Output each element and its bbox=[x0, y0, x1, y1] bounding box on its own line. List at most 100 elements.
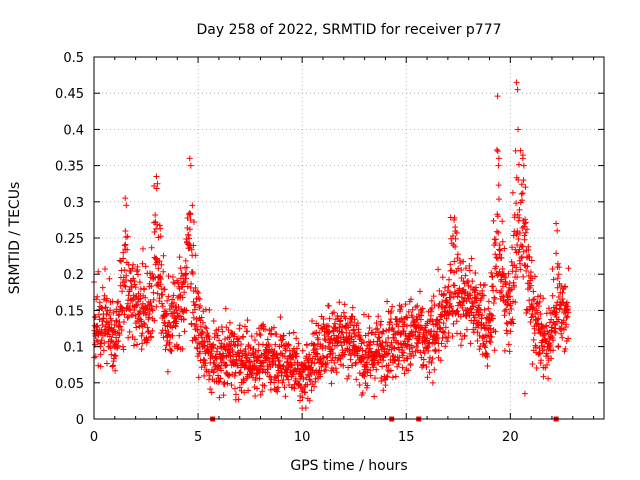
data-point bbox=[217, 375, 224, 382]
data-point bbox=[151, 182, 158, 189]
data-point bbox=[322, 337, 329, 344]
y-tick-label: 0.4 bbox=[63, 123, 84, 138]
data-point bbox=[521, 236, 528, 243]
data-point bbox=[495, 196, 502, 203]
data-point bbox=[522, 219, 529, 226]
data-point bbox=[361, 373, 368, 380]
data-point bbox=[186, 235, 193, 242]
data-point bbox=[123, 202, 130, 209]
y-tick-label: 0.2 bbox=[63, 268, 84, 283]
data-point bbox=[349, 304, 356, 311]
data-point bbox=[226, 334, 233, 341]
data-point bbox=[530, 288, 537, 295]
data-point bbox=[234, 342, 241, 349]
data-point bbox=[371, 375, 378, 382]
data-point bbox=[366, 325, 373, 332]
data-point bbox=[100, 347, 107, 354]
data-point bbox=[550, 347, 557, 354]
data-point bbox=[399, 364, 406, 371]
data-point bbox=[220, 392, 227, 399]
data-point bbox=[462, 272, 469, 279]
data-point bbox=[200, 356, 207, 363]
data-point bbox=[125, 313, 132, 320]
data-point bbox=[516, 206, 523, 213]
data-point bbox=[153, 259, 160, 266]
data-point bbox=[259, 341, 266, 348]
data-point bbox=[323, 354, 330, 361]
data-point bbox=[199, 329, 206, 336]
data-point bbox=[520, 162, 527, 169]
data-point bbox=[332, 365, 339, 372]
data-point bbox=[506, 293, 513, 300]
data-point bbox=[488, 269, 495, 276]
data-point bbox=[234, 362, 241, 369]
data-point bbox=[216, 394, 223, 401]
data-point bbox=[304, 342, 311, 349]
data-point bbox=[433, 335, 440, 342]
data-point bbox=[151, 219, 158, 226]
data-point bbox=[515, 161, 522, 168]
data-point bbox=[308, 387, 315, 394]
data-point bbox=[137, 308, 144, 315]
data-point bbox=[115, 338, 122, 345]
data-point bbox=[521, 262, 528, 269]
data-point bbox=[329, 346, 336, 353]
data-point bbox=[462, 265, 469, 272]
data-point bbox=[493, 228, 500, 235]
data-point bbox=[495, 182, 502, 189]
data-point bbox=[495, 155, 502, 162]
data-point bbox=[474, 337, 481, 344]
x-tick-label: 5 bbox=[194, 430, 202, 445]
data-point bbox=[473, 284, 480, 291]
data-point bbox=[437, 357, 444, 364]
data-point bbox=[206, 306, 213, 313]
data-point bbox=[330, 309, 337, 316]
data-point bbox=[416, 335, 423, 342]
data-point bbox=[367, 367, 374, 374]
data-point bbox=[206, 336, 213, 343]
data-point bbox=[254, 385, 261, 392]
data-point bbox=[429, 318, 436, 325]
data-point bbox=[154, 290, 161, 297]
axis-ticks: 0 5 10 15 20 0 0.05 0.1 0.15 0.2 0.25 0.3 0.35 0.4 0.4… bbox=[55, 51, 604, 445]
data-point bbox=[242, 351, 249, 358]
data-point bbox=[191, 306, 198, 313]
data-point bbox=[235, 338, 242, 345]
data-point bbox=[218, 359, 225, 366]
data-point bbox=[324, 359, 331, 366]
data-point bbox=[420, 362, 427, 369]
data-point bbox=[502, 274, 509, 281]
data-point bbox=[349, 319, 356, 326]
data-point bbox=[518, 181, 525, 188]
data-point bbox=[491, 294, 498, 301]
data-point bbox=[194, 288, 201, 295]
data-point bbox=[274, 388, 281, 395]
data-point bbox=[226, 372, 233, 379]
data-point bbox=[299, 405, 306, 412]
data-point bbox=[301, 389, 308, 396]
data-point bbox=[359, 389, 366, 396]
data-point bbox=[388, 339, 395, 346]
data-point bbox=[514, 86, 521, 93]
data-point bbox=[159, 291, 166, 298]
data-point bbox=[208, 348, 215, 355]
data-point bbox=[155, 265, 162, 272]
data-point bbox=[502, 306, 509, 313]
data-point bbox=[429, 379, 436, 386]
data-point bbox=[299, 347, 306, 354]
data-point bbox=[119, 307, 126, 314]
data-point bbox=[360, 355, 367, 362]
data-point bbox=[203, 325, 210, 332]
data-point bbox=[299, 394, 306, 401]
data-point bbox=[329, 350, 336, 357]
data-point bbox=[139, 245, 146, 252]
data-point bbox=[236, 384, 243, 391]
data-point bbox=[121, 282, 128, 289]
data-point bbox=[110, 309, 117, 316]
data-point bbox=[308, 371, 315, 378]
data-point bbox=[297, 373, 304, 380]
data-point bbox=[334, 312, 341, 319]
data-point bbox=[453, 229, 460, 236]
data-point bbox=[277, 314, 284, 321]
